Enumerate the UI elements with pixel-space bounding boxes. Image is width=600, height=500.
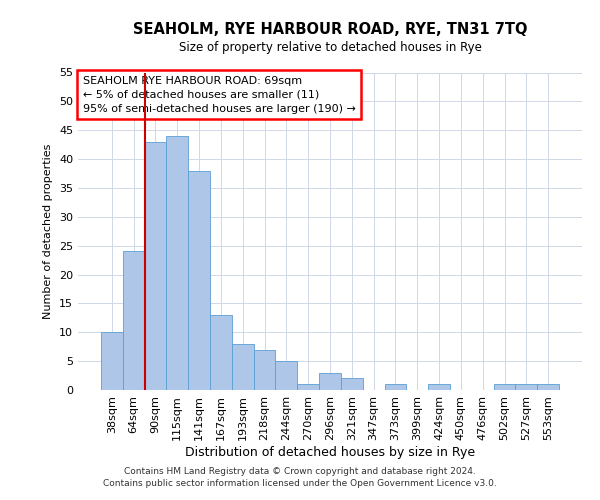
Text: Contains HM Land Registry data © Crown copyright and database right 2024.: Contains HM Land Registry data © Crown c…: [124, 467, 476, 476]
Bar: [166, 136, 188, 390]
Bar: [188, 170, 210, 390]
Bar: [385, 384, 406, 390]
Bar: [232, 344, 254, 390]
Bar: [494, 384, 515, 390]
Bar: [537, 384, 559, 390]
Bar: [123, 252, 145, 390]
Y-axis label: Number of detached properties: Number of detached properties: [43, 144, 53, 319]
Bar: [145, 142, 166, 390]
Text: Contains public sector information licensed under the Open Government Licence v3: Contains public sector information licen…: [103, 478, 497, 488]
Bar: [319, 372, 341, 390]
Bar: [210, 315, 232, 390]
X-axis label: Distribution of detached houses by size in Rye: Distribution of detached houses by size …: [185, 446, 475, 458]
Bar: [297, 384, 319, 390]
Bar: [254, 350, 275, 390]
Bar: [341, 378, 363, 390]
Text: SEAHOLM, RYE HARBOUR ROAD, RYE, TN31 7TQ: SEAHOLM, RYE HARBOUR ROAD, RYE, TN31 7TQ: [133, 22, 527, 38]
Bar: [275, 361, 297, 390]
Bar: [515, 384, 537, 390]
Bar: [428, 384, 450, 390]
Text: SEAHOLM RYE HARBOUR ROAD: 69sqm
← 5% of detached houses are smaller (11)
95% of : SEAHOLM RYE HARBOUR ROAD: 69sqm ← 5% of …: [83, 76, 356, 114]
Text: Size of property relative to detached houses in Rye: Size of property relative to detached ho…: [179, 41, 481, 54]
Bar: [101, 332, 123, 390]
